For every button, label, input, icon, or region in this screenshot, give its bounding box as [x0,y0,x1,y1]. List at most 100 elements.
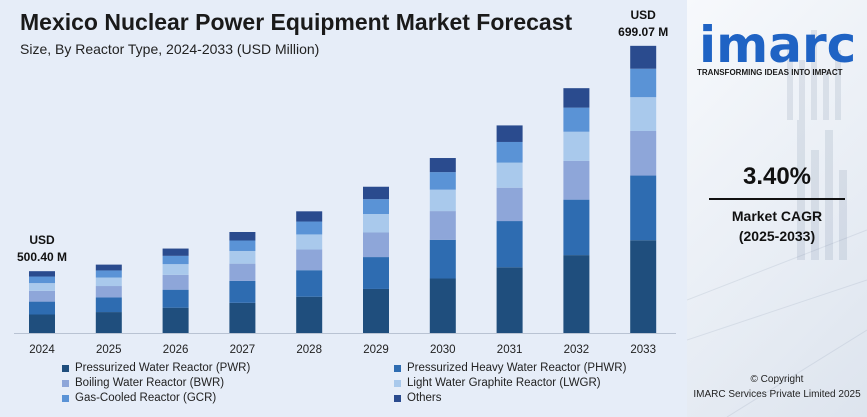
legend-item-2: Boiling Water Reactor (BWR) [62,377,224,389]
logo-tagline: TRANSFORMING IDEAS INTO IMPACT [697,68,843,77]
data-label-currency-2024: USD [29,233,55,247]
background-decoration [687,30,867,417]
bar-segment-2026-5 [162,248,189,256]
bar-segment-2030-1 [429,239,456,279]
copyright-owner: IMARC Services Private Limited 2025 [693,389,861,400]
bar-segment-2030-0 [429,278,456,333]
bar-segment-2028-3 [296,234,323,250]
x-tick-label-2030: 2030 [430,344,456,356]
legend-label: Pressurized Water Reactor (PWR) [75,362,251,374]
legend-swatch [62,394,69,402]
copyright-text: © Copyright [750,374,804,385]
bar-segment-2024-5 [29,271,55,277]
bar-segment-2030-5 [429,158,456,173]
cagr-period: (2025-2033) [738,228,816,244]
x-tick-label-2027: 2027 [230,344,256,356]
bar-segment-2030-3 [429,189,456,212]
legend-swatch [394,379,401,387]
bar-segment-2032-3 [563,131,590,161]
imarc-logo: imarc [699,16,857,74]
bar-segment-2031-5 [496,125,523,142]
legend-label: Others [407,392,442,404]
x-tick-label-2033: 2033 [630,344,656,356]
cagr-label: Market CAGR [731,208,823,224]
bar-segment-2028-5 [296,211,323,222]
bar-segment-2025-0 [95,312,122,333]
cagr-value: 3.40% [742,163,812,190]
bar-segment-2029-3 [363,213,389,233]
legend-swatch [394,364,401,372]
bar-segment-2027-0 [229,302,256,333]
legend-label: Pressurized Heavy Water Reactor (PHWR) [407,362,627,374]
legend-item-0: Pressurized Water Reactor (PWR) [62,362,250,374]
bar-segment-2027-3 [229,250,256,264]
bar-segment-2030-2 [429,211,456,240]
data-label-value-2024: 500.40 M [17,250,67,264]
bar-segment-2032-4 [563,107,590,132]
bar-segment-2033-5 [630,45,657,69]
bar-segment-2025-2 [95,286,122,298]
bar-segment-2025-1 [95,297,122,313]
chart-title: Mexico Nuclear Power Equipment Market Fo… [20,9,573,35]
bar-segment-2033-0 [630,240,657,333]
x-tick-label-2029: 2029 [363,344,389,356]
bar-segment-2032-2 [563,160,590,200]
bar-segment-2029-0 [363,288,389,333]
legend-swatch [394,394,401,402]
bar-segment-2033-3 [630,97,657,132]
bar-segment-2031-4 [496,141,523,163]
x-tick-label-2031: 2031 [497,344,523,356]
data-label-value-2033: 699.07 M [618,25,668,39]
bar-segment-2032-1 [563,199,590,256]
legend-label: Gas-Cooled Reactor (GCR) [75,392,217,404]
bar-segment-2026-1 [162,289,189,308]
bar-segment-2028-0 [296,296,323,333]
bar-segment-2028-2 [296,249,323,271]
bar-segment-2028-1 [296,270,323,297]
x-tick-label-2024: 2024 [29,344,55,356]
chart-subtitle: Size, By Reactor Type, 2024-2033 (USD Mi… [20,41,320,57]
legend-label: Boiling Water Reactor (BWR) [75,377,225,389]
bar-segment-2024-1 [29,301,55,315]
legend-item-5: Others [394,392,442,404]
x-tick-label-2025: 2025 [96,344,122,356]
bar-segment-2032-0 [563,255,590,333]
bar-segment-2027-5 [229,232,256,241]
bar-segment-2025-4 [95,270,122,278]
bar-segment-2028-4 [296,221,323,235]
bar-segment-2031-1 [496,221,523,268]
legend-item-1: Pressurized Heavy Water Reactor (PHWR) [394,362,626,374]
bar-segment-2033-2 [630,131,657,176]
bar-segment-2027-2 [229,263,256,281]
bar-segment-2029-5 [363,186,389,200]
bar-segment-2026-4 [162,255,189,265]
bar-segment-2026-0 [162,307,189,333]
bar-segment-2029-1 [363,257,389,289]
bar-segment-2029-4 [363,199,389,214]
bar-segment-2032-5 [563,88,590,108]
cagr-divider [709,198,845,200]
legend-swatch [62,364,69,372]
bar-segment-2024-4 [29,276,55,284]
legend-label: Light Water Graphite Reactor (LWGR) [407,377,601,389]
bar-segment-2026-2 [162,274,189,290]
bar-segment-2027-4 [229,240,256,251]
bar-segment-2026-3 [162,264,189,275]
bar-segment-2030-4 [429,172,456,190]
legend-swatch [62,379,69,387]
stacked-bar-chart: 2024 USD 500.40 M 2025 2026 2027 2028 2029 2030 2… [14,8,676,356]
chart-panel: Mexico Nuclear Power Equipment Market Fo… [0,0,687,417]
x-tick-label-2026: 2026 [163,344,189,356]
bar-segment-2024-2 [29,290,55,302]
bar-segment-2025-5 [95,264,122,271]
sidebar-panel: imarc TRANSFORMING IDEAS INTO IMPACT 3.4… [687,0,867,417]
bar-segment-2033-4 [630,68,657,98]
bar-segment-2024-3 [29,283,55,291]
data-label-currency-2033: USD [631,8,657,22]
x-tick-label-2028: 2028 [296,344,322,356]
x-tick-label-2032: 2032 [564,344,590,356]
bar-segment-2025-3 [95,277,122,287]
legend-item-3: Light Water Graphite Reactor (LWGR) [394,377,601,389]
legend-item-4: Gas-Cooled Reactor (GCR) [62,392,216,404]
bar-segment-2024-0 [29,314,55,333]
